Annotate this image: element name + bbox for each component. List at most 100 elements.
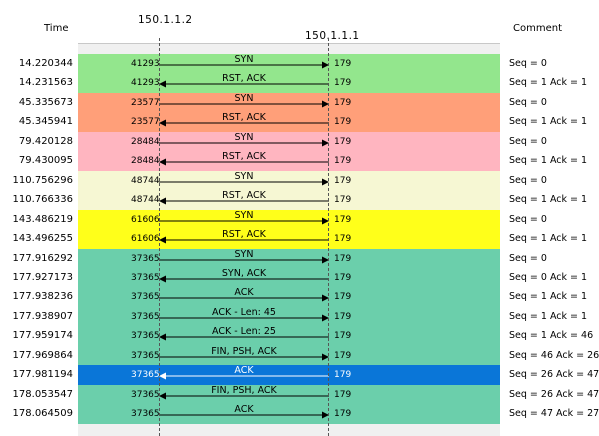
row-comment: Seq = 0 Ack = 1 <box>509 271 588 283</box>
row-source-port: 37365 <box>131 292 160 303</box>
row-dest-port: 179 <box>334 156 352 167</box>
row-highlight-band <box>78 306 500 327</box>
flow-row[interactable]: 178.064509 37365 ACK 179 Seq = 47 Ack = … <box>0 404 599 424</box>
right-arrow-icon <box>159 139 329 147</box>
row-comment: Seq = 1 Ack = 46 <box>509 330 594 342</box>
right-arrow-icon <box>159 294 329 302</box>
row-highlight-band <box>78 287 500 307</box>
row-source-port: 28484 <box>131 156 160 167</box>
flow-row[interactable]: 178.053547 37365 FIN, PSH, ACK 179 Seq =… <box>0 384 599 405</box>
flow-row[interactable]: 177.927173 37365 SYN, ACK 179 Seq = 0 Ac… <box>0 267 599 288</box>
row-highlight-band <box>78 267 500 288</box>
row-comment: Seq = 47 Ack = 27 <box>509 408 599 420</box>
left-arrow-icon <box>159 333 329 341</box>
flow-row[interactable]: 143.496255 61606 RST, ACK 179 Seq = 1 Ac… <box>0 229 599 249</box>
host-a-lifeline <box>159 38 160 436</box>
row-dest-port: 179 <box>334 370 352 381</box>
row-highlight-band <box>78 190 500 210</box>
left-arrow-icon <box>159 236 329 244</box>
flow-row[interactable]: 177.981194 37365 ACK 179 Seq = 26 Ack = … <box>0 365 599 385</box>
flow-row[interactable]: 177.938236 37365 ACK 179 Seq = 1 Ack = 1 <box>0 287 599 307</box>
left-arrow-icon <box>159 158 329 166</box>
flow-row[interactable]: 14.220344 41293 SYN 179 Seq = 0 <box>0 54 599 74</box>
flow-row[interactable]: 177.959174 37365 ACK - Len: 25 179 Seq =… <box>0 326 599 346</box>
row-comment: Seq = 0 <box>509 96 547 108</box>
flow-row[interactable]: 177.938907 37365 ACK - Len: 45 179 Seq =… <box>0 306 599 327</box>
row-highlight-band <box>78 248 500 268</box>
row-comment: Seq = 0 <box>509 135 547 147</box>
row-packet-label: SYN <box>234 92 254 104</box>
row-packet-label: ACK - Len: 45 <box>212 306 276 318</box>
row-packet-label: RST, ACK <box>222 112 266 124</box>
row-highlight-band <box>78 151 500 171</box>
row-comment: Seq = 1 Ack = 1 <box>509 77 588 89</box>
host-b-lifeline <box>328 38 329 436</box>
right-arrow-icon <box>159 61 329 69</box>
row-packet-label: RST, ACK <box>222 190 266 202</box>
row-source-port: 37365 <box>131 253 160 264</box>
row-time: 177.916292 <box>12 252 73 264</box>
row-time: 110.756296 <box>12 174 73 186</box>
row-source-port: 61606 <box>131 234 160 245</box>
host-a-address[interactable]: 150.1.1.2 <box>138 14 193 26</box>
row-source-port: 37365 <box>131 350 160 361</box>
row-highlight-band <box>78 345 500 366</box>
left-arrow-icon <box>159 275 329 283</box>
time-column-header: Time <box>44 23 69 34</box>
row-highlight-band <box>78 131 500 152</box>
flow-row[interactable]: 79.430095 28484 RST, ACK 179 Seq = 1 Ack… <box>0 151 599 171</box>
row-packet-label: SYN <box>234 54 254 65</box>
row-packet-label: SYN <box>234 209 254 221</box>
right-arrow-icon <box>159 411 329 419</box>
row-highlight-band <box>78 209 500 230</box>
flow-row[interactable]: 14.231563 41293 RST, ACK 179 Seq = 1 Ack… <box>0 73 599 93</box>
row-comment: Seq = 1 Ack = 1 <box>509 116 588 128</box>
flow-row[interactable]: 79.420128 28484 SYN 179 Seq = 0 <box>0 131 599 152</box>
row-time: 177.981194 <box>12 369 73 381</box>
row-highlight-band <box>78 365 500 385</box>
row-time: 79.430095 <box>18 155 73 167</box>
flow-row[interactable]: 177.916292 37365 SYN 179 Seq = 0 <box>0 248 599 268</box>
row-source-port: 48744 <box>131 175 160 186</box>
flow-row[interactable]: 110.766336 48744 RST, ACK 179 Seq = 1 Ac… <box>0 190 599 210</box>
flow-row[interactable]: 177.969864 37365 FIN, PSH, ACK 179 Seq =… <box>0 345 599 366</box>
row-packet-label: SYN <box>234 248 254 260</box>
row-time: 177.938907 <box>12 310 73 322</box>
row-packet-label: ACK <box>234 404 254 416</box>
row-dest-port: 179 <box>334 59 352 69</box>
row-packet-label: FIN, PSH, ACK <box>211 345 277 357</box>
flow-row[interactable]: 45.335673 23577 SYN 179 Seq = 0 <box>0 92 599 113</box>
row-dest-port: 179 <box>334 117 352 128</box>
row-packet-label: ACK <box>234 287 254 299</box>
row-packet-label: RST, ACK <box>222 229 266 241</box>
row-time: 178.064509 <box>12 408 73 420</box>
row-dest-port: 179 <box>334 234 352 245</box>
row-comment: Seq = 26 Ack = 47 <box>509 369 599 381</box>
row-highlight-band <box>78 54 500 74</box>
left-arrow-icon <box>159 80 329 88</box>
row-time: 110.766336 <box>12 194 73 206</box>
row-time: 177.927173 <box>12 271 73 283</box>
flow-row[interactable]: 110.756296 48744 SYN 179 Seq = 0 <box>0 170 599 191</box>
row-dest-port: 179 <box>334 195 352 206</box>
row-highlight-band <box>78 384 500 405</box>
row-highlight-band <box>78 92 500 113</box>
row-dest-port: 179 <box>334 331 352 342</box>
row-time: 14.220344 <box>18 58 73 69</box>
row-highlight-band <box>78 404 500 424</box>
host-b-address[interactable]: 150.1.1.1 <box>305 30 360 42</box>
row-dest-port: 179 <box>334 389 352 400</box>
row-highlight-band <box>78 229 500 249</box>
flow-row[interactable]: 45.345941 23577 RST, ACK 179 Seq = 1 Ack… <box>0 112 599 132</box>
row-packet-label: FIN, PSH, ACK <box>211 384 277 396</box>
row-highlight-band <box>78 170 500 191</box>
row-source-port: 37365 <box>131 409 160 420</box>
row-source-port: 37365 <box>131 370 160 381</box>
row-dest-port: 179 <box>334 78 352 89</box>
row-dest-port: 179 <box>334 292 352 303</box>
row-comment: Seq = 46 Ack = 26 <box>509 349 599 361</box>
row-dest-port: 179 <box>334 409 352 420</box>
row-comment: Seq = 0 <box>509 174 547 186</box>
flow-row[interactable]: 143.486219 61606 SYN 179 Seq = 0 <box>0 209 599 230</box>
row-dest-port: 179 <box>334 214 352 225</box>
